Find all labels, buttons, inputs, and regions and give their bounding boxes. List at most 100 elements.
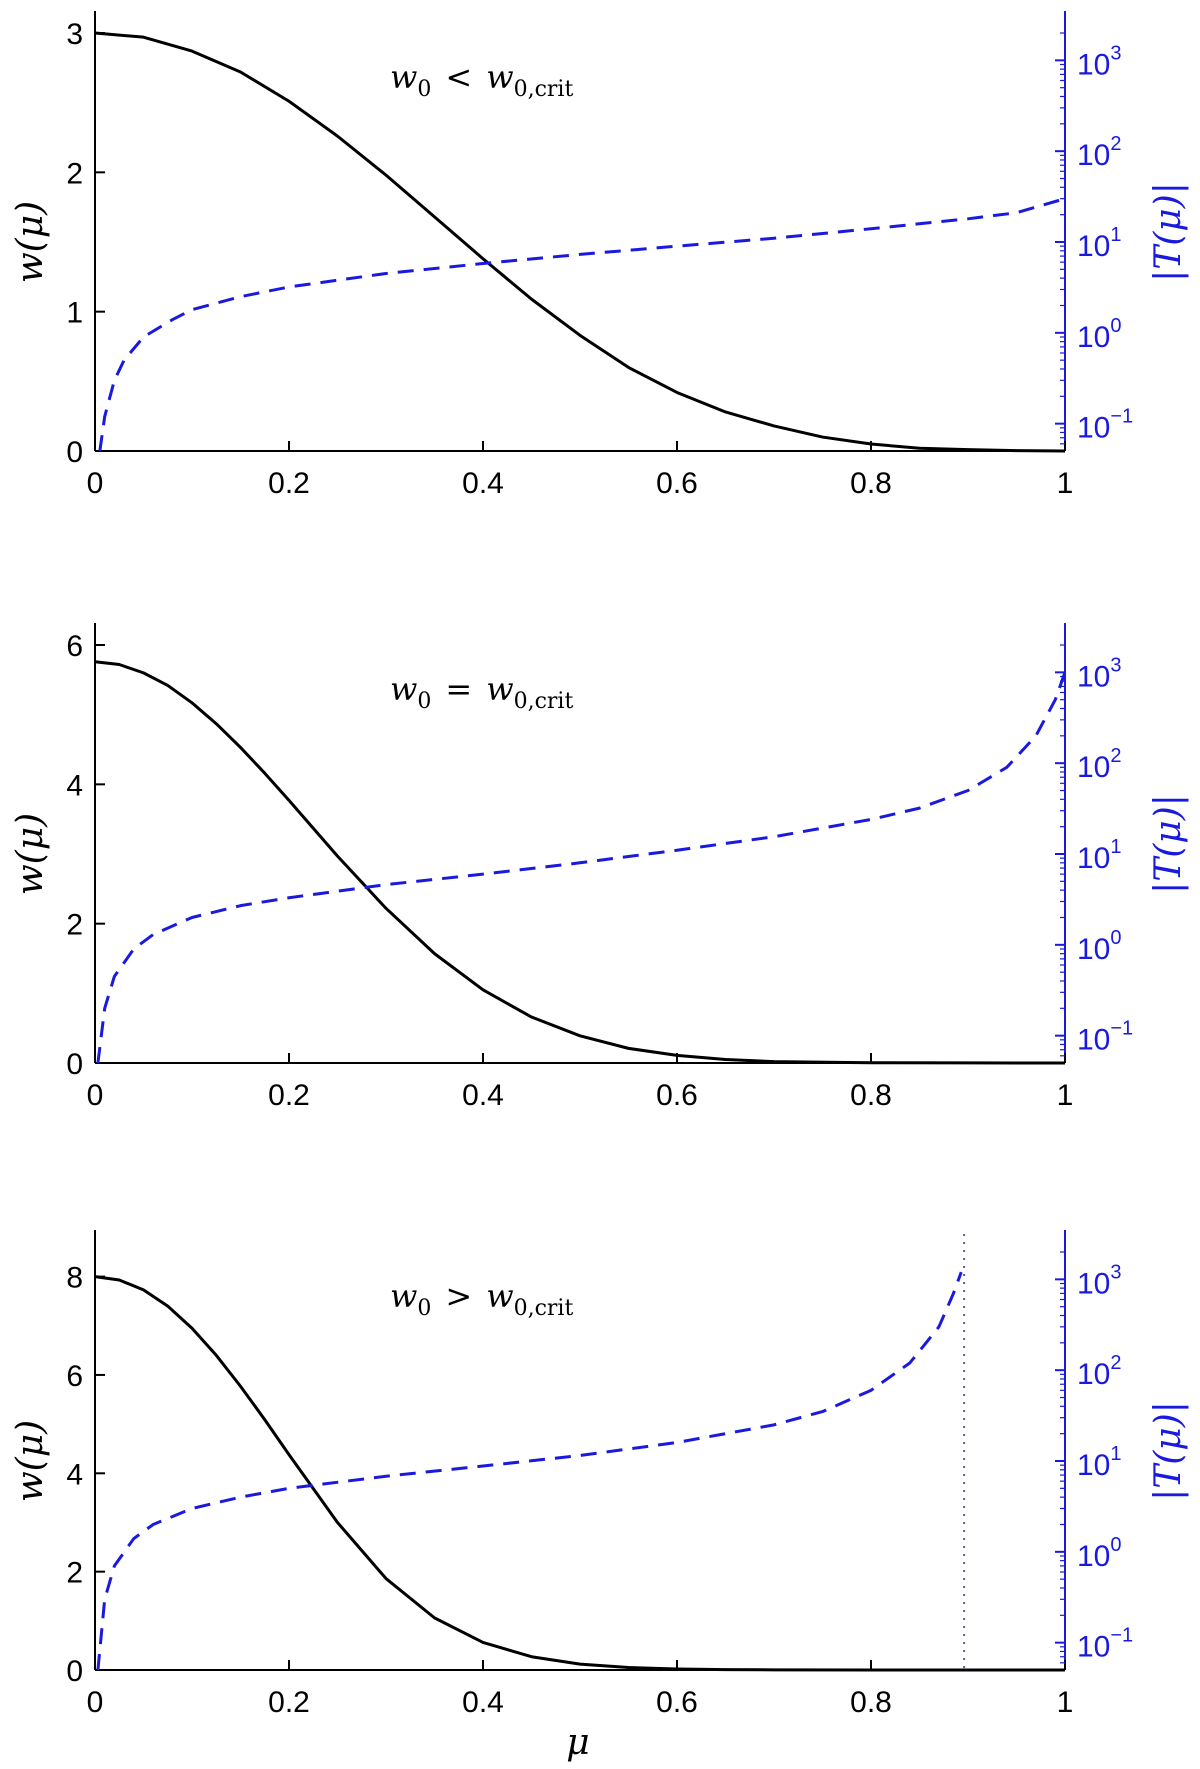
y2-tick-exponent: −1 (1110, 1018, 1133, 1040)
y2-tick-base: 10 (1077, 660, 1110, 693)
y2-tick-label: 103 (1077, 1261, 1122, 1300)
series-T-abs-dashed (96, 671, 1067, 1064)
annotation-rhs-sub: 0,crit (514, 689, 574, 714)
y-tick-label: 0 (66, 436, 83, 469)
panel-annotation: w0 = w0,crit (390, 670, 573, 714)
y-tick-label: 2 (66, 909, 83, 942)
y2-tick-base: 10 (1077, 1024, 1110, 1057)
y2-tick-base: 10 (1077, 48, 1110, 81)
annotation-rhs-sub: 0,crit (514, 77, 574, 102)
y-tick-label: 4 (66, 769, 83, 802)
y2-tick-label: 100 (1077, 315, 1122, 354)
y2-tick-label: 101 (1077, 224, 1122, 263)
y-axis-label: w(μ) (10, 1420, 51, 1502)
y2-axis-label: |T(μ)| (1148, 182, 1189, 282)
y2-tick-label: 10−1 (1077, 406, 1133, 445)
y-axis-label: w(μ) (10, 201, 51, 283)
series-w-solid (94, 31, 1066, 453)
y-axis-label: w(μ) (10, 813, 51, 895)
y2-tick-exponent: 0 (1110, 927, 1121, 949)
y2-tick-exponent: 3 (1110, 42, 1121, 64)
y2-tick-exponent: −1 (1110, 1625, 1133, 1647)
y2-tick-label: 101 (1077, 1443, 1122, 1482)
y2-tick-exponent: 0 (1110, 1534, 1121, 1556)
y2-tick-exponent: 3 (1110, 1261, 1121, 1283)
y-tick-label: 3 (66, 18, 83, 51)
annotation-operator: > (445, 1277, 472, 1315)
y2-tick-label: 100 (1077, 1534, 1122, 1573)
y2-tick-base: 10 (1077, 933, 1110, 966)
y2-tick-label: 103 (1077, 42, 1122, 81)
y2-tick-base: 10 (1077, 1631, 1110, 1664)
annotation-lhs: w (390, 670, 417, 708)
y2-tick-base: 10 (1077, 1358, 1110, 1391)
y-tick-label: 8 (66, 1262, 83, 1295)
y-tick-label: 6 (66, 630, 83, 663)
y2-tick-exponent: 2 (1110, 1352, 1121, 1374)
panel-annotation: w0 < w0,crit (390, 58, 573, 102)
x-tick-label: 0.6 (656, 467, 698, 500)
y2-tick-base: 10 (1077, 1267, 1110, 1300)
y2-tick-label: 101 (1077, 836, 1122, 875)
y2-tick-exponent: 0 (1110, 315, 1121, 337)
series-T-abs-dashed (98, 197, 1066, 452)
x-tick-label: 0.2 (268, 1079, 310, 1112)
y-tick-label: 2 (66, 1557, 83, 1590)
panel-annotation: w0 > w0,crit (390, 1277, 573, 1321)
y2-tick-label: 102 (1077, 745, 1122, 784)
x-tick-label: 0.6 (656, 1686, 698, 1719)
annotation-rhs: w (486, 58, 513, 96)
x-tick-label: 0.8 (850, 1079, 892, 1112)
y2-axis-label: |T(μ)| (1148, 794, 1189, 894)
y2-tick-base: 10 (1077, 1449, 1110, 1482)
y-tick-label: 0 (66, 1655, 83, 1688)
y2-tick-label: 100 (1077, 927, 1122, 966)
annotation-lhs-sub: 0 (417, 1296, 431, 1321)
y-tick-label: 0 (66, 1048, 83, 1081)
x-tick-label: 0.8 (850, 1686, 892, 1719)
series-w-solid (94, 660, 1066, 1065)
annotation-lhs: w (390, 1277, 417, 1315)
y2-tick-base: 10 (1077, 842, 1110, 875)
x-tick-label: 1 (1057, 467, 1074, 500)
y2-tick-label: 102 (1077, 133, 1122, 172)
x-tick-label: 0 (87, 1079, 104, 1112)
y2-tick-exponent: 3 (1110, 654, 1121, 676)
y2-tick-base: 10 (1077, 230, 1110, 263)
y2-tick-base: 10 (1077, 751, 1110, 784)
y2-tick-base: 10 (1077, 412, 1110, 445)
x-tick-label: 0.6 (656, 1079, 698, 1112)
annotation-rhs: w (486, 1277, 513, 1315)
x-tick-label: 0.4 (462, 1079, 504, 1112)
y2-tick-exponent: 2 (1110, 133, 1121, 155)
x-tick-label: 1 (1057, 1686, 1074, 1719)
y2-tick-exponent: 2 (1110, 745, 1121, 767)
x-tick-label: 0 (87, 1686, 104, 1719)
x-tick-label: 0 (87, 467, 104, 500)
y2-tick-exponent: 1 (1110, 224, 1121, 246)
y2-tick-base: 10 (1077, 321, 1110, 354)
y2-tick-label: 10−1 (1077, 1018, 1133, 1057)
y2-tick-base: 10 (1077, 1540, 1110, 1573)
y2-tick-label: 103 (1077, 654, 1122, 693)
annotation-lhs-sub: 0 (417, 77, 431, 102)
y2-tick-exponent: 1 (1110, 836, 1121, 858)
y2-tick-label: 10−1 (1077, 1625, 1133, 1664)
x-tick-label: 0.8 (850, 467, 892, 500)
y-tick-label: 1 (66, 297, 83, 330)
annotation-operator: < (445, 58, 472, 96)
y2-tick-label: 102 (1077, 1352, 1122, 1391)
x-tick-label: 0.4 (462, 1686, 504, 1719)
x-tick-label: 0.2 (268, 1686, 310, 1719)
annotation-rhs-sub: 0,crit (514, 1296, 574, 1321)
x-tick-label: 0.2 (268, 467, 310, 500)
y2-tick-base: 10 (1077, 139, 1110, 172)
x-tick-label: 0.4 (462, 467, 504, 500)
x-tick-label: 1 (1057, 1079, 1074, 1112)
y-tick-label: 2 (66, 157, 83, 190)
annotation-rhs: w (486, 670, 513, 708)
